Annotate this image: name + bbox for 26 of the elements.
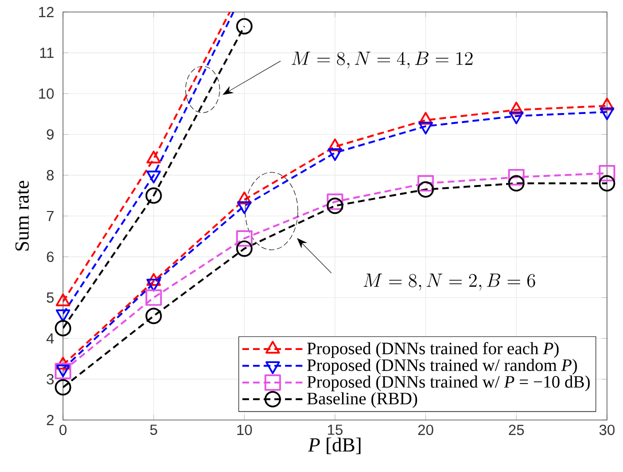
y-tick-label: 8 [46,170,54,180]
x-axis-title: P [dB] [308,438,360,454]
x-tick-label: 0 [59,424,66,436]
legend-label: Proposed (DNNs trained w/ random P) [307,358,577,375]
x-tick-label: 15 [328,424,343,435]
y-tick-label: 2 [46,414,54,426]
x-tick-label: 20 [418,424,434,436]
annotation: $M=8, N=4, B=12$ [292,52,473,69]
x-tick-label: 10 [237,424,252,436]
y-tick-label: 10 [39,88,54,99]
y-tick-label: 5 [46,292,54,303]
y-tick-label: 4 [46,333,54,344]
y-tick-label: 9 [46,129,54,140]
legend-label: Proposed (DNNs trained for each P) [307,342,559,358]
legend-label: Baseline (RBD) [307,392,418,408]
legend-label: Proposed (DNNs trained w/ P = −10 dB) [307,376,590,392]
x-tick-label: 30 [599,424,615,436]
y-tick-label: 7 [46,210,54,222]
x-tick-label: 5 [150,424,158,435]
y-axis-title: Sum rate [15,180,29,250]
y-tick-label: 12 [39,6,54,18]
annotation: $M=8, N=2, B=6$ [363,274,536,290]
y-tick-label: 3 [46,374,54,384]
x-tick-label: 25 [508,424,524,436]
y-tick-label: 11 [40,48,54,58]
y-tick-label: 6 [46,252,54,262]
